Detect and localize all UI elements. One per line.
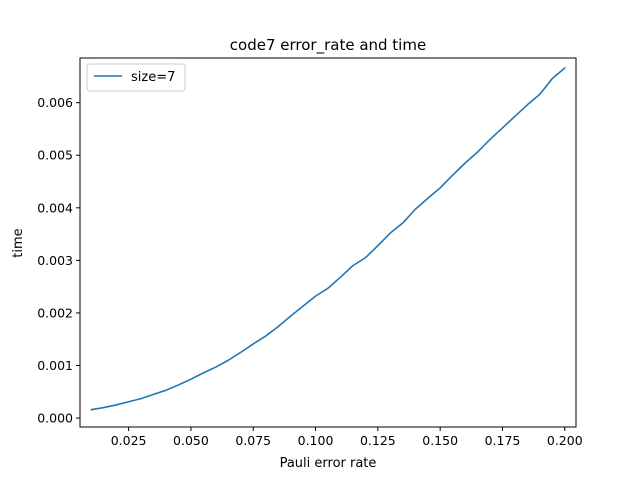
y-tick-label: 0.005 <box>37 148 73 163</box>
x-tick-label: 0.125 <box>360 433 396 448</box>
legend-box <box>86 63 186 92</box>
y-tick-label: 0.000 <box>37 411 73 426</box>
y-axis-label: time <box>11 228 26 257</box>
x-axis-label: Pauli error rate <box>280 456 377 471</box>
y-tick-label: 0.002 <box>37 305 73 320</box>
y-tick-label: 0.001 <box>37 358 73 373</box>
axes-frame <box>79 57 577 428</box>
y-tick-label: 0.006 <box>37 95 73 110</box>
x-tick-label: 0.175 <box>485 433 521 448</box>
y-axis-ticks: 0.000 0.001 0.002 0.003 0.004 0.005 0.006 <box>37 95 80 426</box>
x-tick-label: 0.100 <box>298 433 334 448</box>
x-tick-label: 0.050 <box>173 433 209 448</box>
y-tick-label: 0.003 <box>37 253 73 268</box>
x-tick-label: 0.150 <box>422 433 458 448</box>
x-tick-label: 0.075 <box>235 433 271 448</box>
chart-title: code7 error_rate and time <box>230 36 426 55</box>
series-layer <box>90 67 566 411</box>
y-tick-label: 0.004 <box>37 200 73 215</box>
legend: size=7 <box>86 63 186 92</box>
series-line-0 <box>90 67 566 411</box>
plot-area: 0.025 0.050 0.075 0.100 0.125 0.150 0.175 0.200… <box>37 57 583 448</box>
x-axis-ticks: 0.025 0.050 0.075 0.100 0.125 0.150 0.175 0.200 <box>111 427 583 448</box>
x-tick-label: 0.200 <box>547 433 583 448</box>
x-tick-label: 0.025 <box>111 433 147 448</box>
legend-entry-label: size=7 <box>131 70 175 85</box>
